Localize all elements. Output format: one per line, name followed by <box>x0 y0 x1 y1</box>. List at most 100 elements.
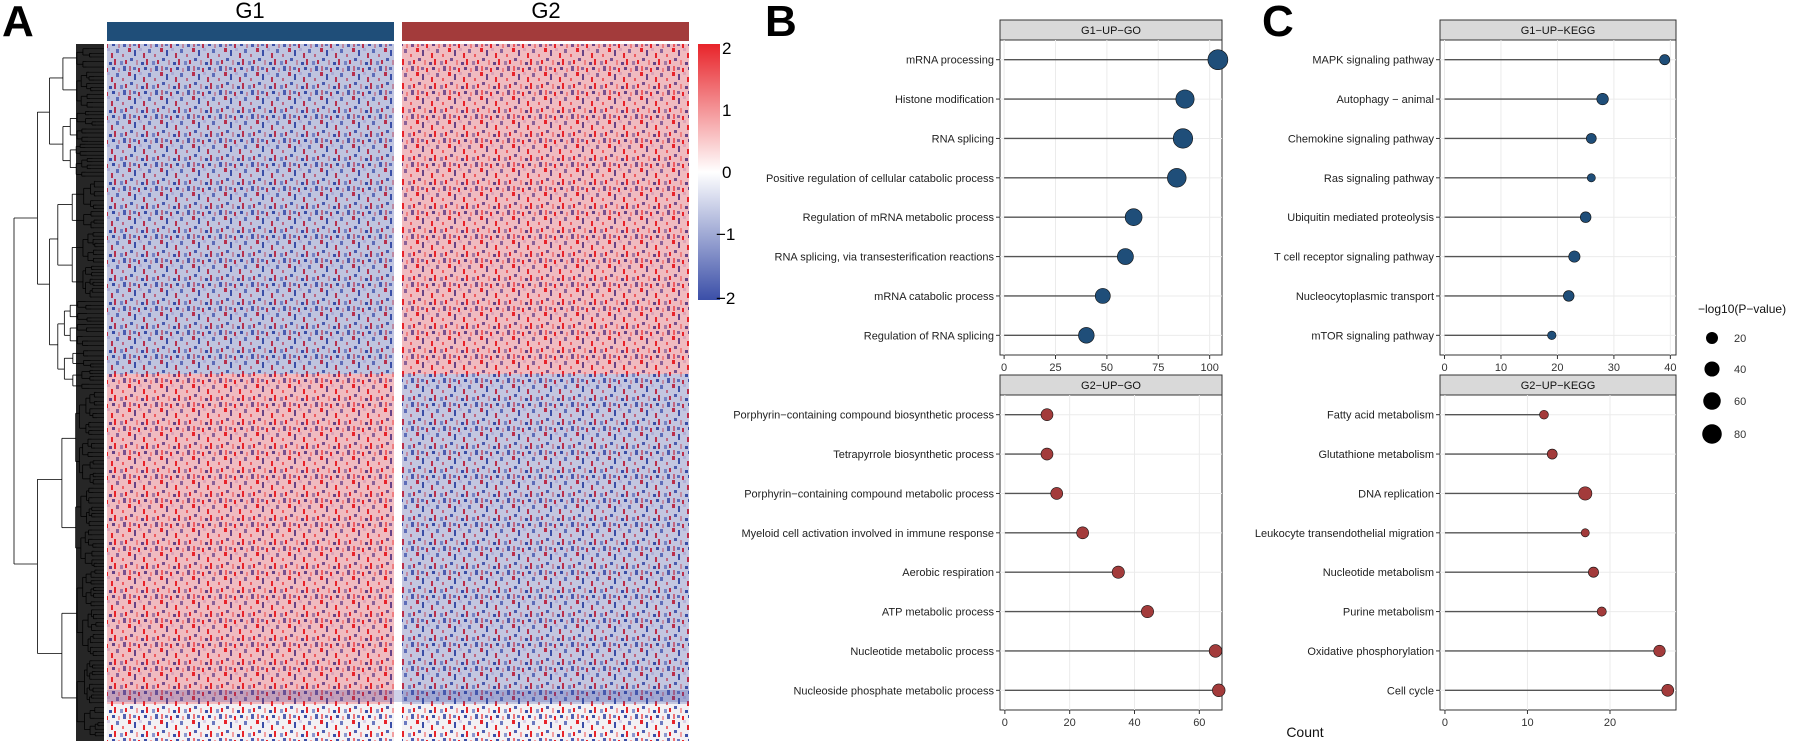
lollipop-dot <box>1586 173 1596 183</box>
size-legend-dot <box>1704 361 1720 377</box>
lollipop-dot <box>1588 566 1599 578</box>
x-tick-label: 75 <box>1152 362 1164 374</box>
lollipop-dot <box>1547 330 1557 340</box>
lollipop-dot <box>1117 248 1134 265</box>
lollipop-dot <box>1140 605 1154 619</box>
colorbar-tick-neg2: −2 <box>716 289 735 308</box>
facet-panel <box>999 39 1223 356</box>
category-label: Leukocyte transendothelial migration <box>1255 528 1434 540</box>
category-label: Tetrapyrrole biosynthetic process <box>833 449 994 461</box>
category-label: Histone modification <box>895 94 994 106</box>
heatmap-g1 <box>107 44 394 741</box>
category-label: Porphyrin−containing compound metabolic … <box>744 488 994 500</box>
x-tick-label: 20 <box>1551 362 1563 374</box>
colorbar-tick-neg1: −1 <box>716 225 735 244</box>
heatmap-block <box>402 44 689 374</box>
facet-panel <box>1439 394 1677 711</box>
category-label: mTOR signaling pathway <box>1311 330 1434 342</box>
x-tick-label: 30 <box>1608 362 1620 374</box>
category-label: Autophagy − animal <box>1336 94 1434 106</box>
lollipop-dot <box>1172 128 1194 149</box>
lollipop-dot <box>1563 290 1575 302</box>
category-label: DNA replication <box>1358 488 1434 500</box>
lollipop-dot <box>1578 486 1593 501</box>
x-tick-label: 40 <box>1128 717 1140 729</box>
lollipop-dot <box>1167 168 1187 188</box>
x-tick-label: 20 <box>1604 717 1616 729</box>
category-label: Fatty acid metabolism <box>1327 410 1434 422</box>
x-tick-label: 10 <box>1495 362 1507 374</box>
facet-3: G2−UP−KEGG 0 10 20 Fatty acid metabolism Glut… <box>1255 374 1677 729</box>
category-label: Chemokine signaling pathway <box>1288 133 1435 145</box>
lollipop-dot <box>1546 448 1558 460</box>
category-label: mRNA catabolic process <box>874 291 994 303</box>
x-tick-label: 0 <box>1001 362 1007 374</box>
row-dendrogram <box>13 44 104 741</box>
x-axis-title: Count <box>1286 724 1323 740</box>
x-tick-label: 0 <box>1002 717 1008 729</box>
facet-0: G1−UP−GO 0 25 50 75 100 mRNA processing Histone… <box>766 19 1229 374</box>
lollipop-dot <box>1111 565 1125 579</box>
heatmap-block <box>107 690 689 702</box>
lollipop-dot <box>1212 683 1226 697</box>
lollipop-dot <box>1661 684 1675 697</box>
lollipop-dot <box>1586 133 1597 144</box>
category-label: Nucleotide metabolic process <box>850 646 994 658</box>
category-label: Oxidative phosphorylation <box>1307 646 1434 658</box>
facet-title: G2−UP−KEGG <box>1521 380 1596 392</box>
group-bar-g1 <box>107 22 394 41</box>
lollipop-dot <box>1596 92 1609 106</box>
group-label-g1: G1 <box>235 0 264 23</box>
facet-title: G1−UP−KEGG <box>1521 25 1596 37</box>
lollipop-dot <box>1653 644 1666 658</box>
category-label: Aerobic respiration <box>902 567 994 579</box>
lollipop-dot <box>1579 211 1592 223</box>
size-legend-label: 20 <box>1734 333 1746 345</box>
size-legend-dot <box>1706 332 1718 344</box>
facet-2: G1−UP−KEGG 0 10 20 30 40 MAPK signaling pathwa… <box>1274 19 1677 374</box>
category-label: Regulation of mRNA metabolic process <box>803 212 995 224</box>
group-bar-g2 <box>402 22 689 41</box>
colorbar <box>698 44 720 300</box>
panel-letter-a: A <box>2 0 34 46</box>
x-tick-label: 25 <box>1049 362 1061 374</box>
heatmap-block <box>107 374 394 704</box>
category-label: Regulation of RNA splicing <box>864 330 994 342</box>
lollipop-dot <box>1040 447 1054 461</box>
size-legend-dot <box>1702 424 1722 444</box>
lollipop-dot <box>1596 606 1607 617</box>
lollipop-dot <box>1076 526 1089 540</box>
group-label-g2: G2 <box>531 0 560 23</box>
panel-letter-c: C <box>1262 0 1294 46</box>
category-label: Ras signaling pathway <box>1324 173 1435 185</box>
category-label: Positive regulation of cellular cataboli… <box>766 173 995 185</box>
category-label: Glutathione metabolism <box>1318 449 1434 461</box>
size-legend-label: 80 <box>1734 429 1746 441</box>
category-label: ATP metabolic process <box>882 607 995 619</box>
heatmap-block <box>107 44 394 374</box>
heatmap-blocks <box>107 44 689 704</box>
category-label: Nucleotide metabolism <box>1323 567 1434 579</box>
size-legend-label: 60 <box>1734 396 1746 408</box>
lollipop-dot <box>1040 408 1054 421</box>
x-tick-label: 10 <box>1521 717 1533 729</box>
size-legend-dot <box>1703 392 1721 410</box>
lollipop-dot <box>1659 54 1671 66</box>
category-label: Nucleocytoplasmic transport <box>1296 291 1434 303</box>
category-label: Porphyrin−containing compound biosynthet… <box>733 410 994 422</box>
x-tick-label: 0 <box>1442 717 1448 729</box>
colorbar-tick-0: 0 <box>722 163 731 182</box>
category-label: Nucleoside phosphate metabolic process <box>793 685 994 697</box>
lollipop-dot <box>1175 89 1195 109</box>
category-label: Ubiquitin mediated proteolysis <box>1287 212 1434 224</box>
lollipop-dot <box>1124 208 1143 226</box>
colorbar-tick-2: 2 <box>722 39 731 58</box>
x-tick-label: 100 <box>1200 362 1218 374</box>
heatmap-block <box>402 374 689 704</box>
size-legend-label: 40 <box>1734 364 1746 376</box>
category-label: RNA splicing <box>932 133 994 145</box>
lollipop-dot <box>1208 644 1223 658</box>
size-legend-title: −log10(P−value) <box>1698 302 1786 316</box>
